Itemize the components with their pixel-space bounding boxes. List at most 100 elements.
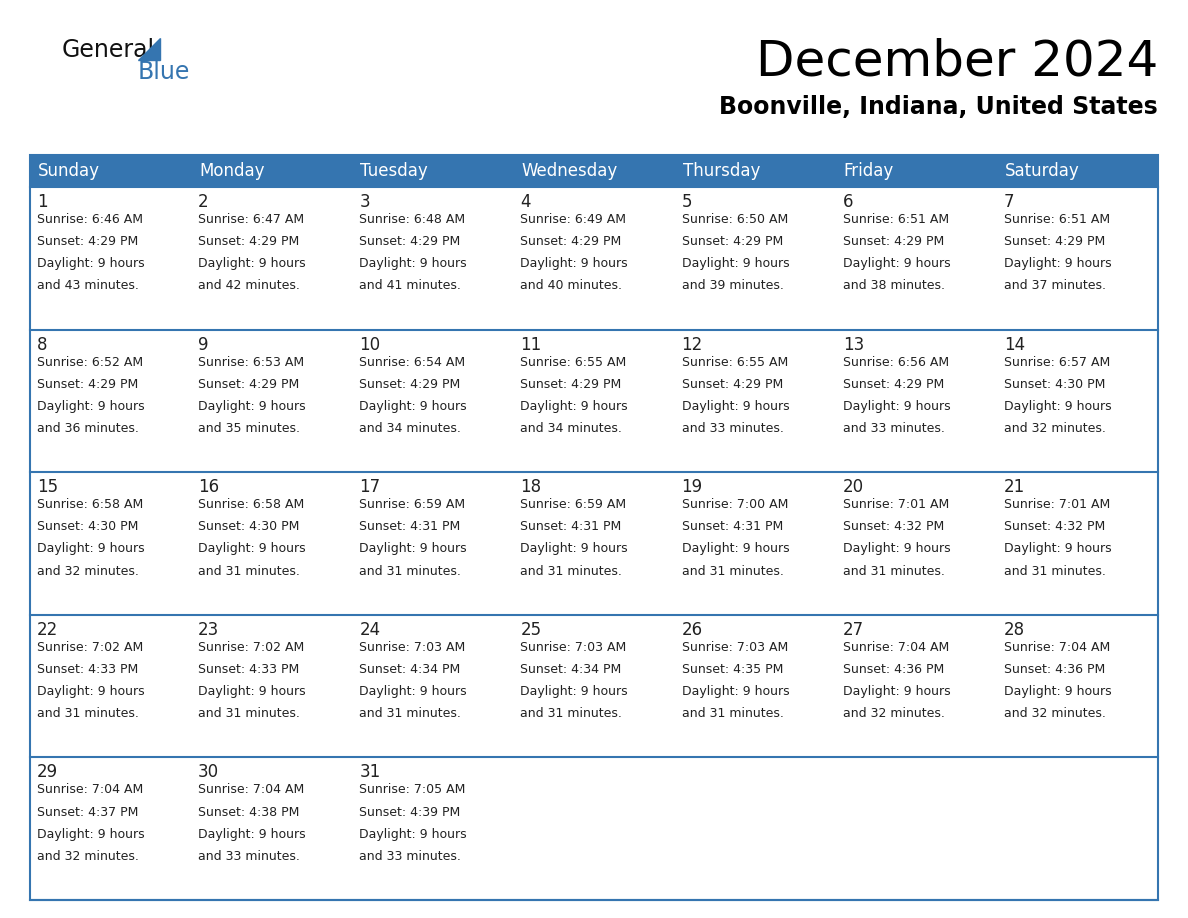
Text: Daylight: 9 hours: Daylight: 9 hours xyxy=(842,257,950,270)
Text: and 42 minutes.: and 42 minutes. xyxy=(198,279,301,292)
Text: Sunset: 4:31 PM: Sunset: 4:31 PM xyxy=(359,521,461,533)
Text: and 41 minutes.: and 41 minutes. xyxy=(359,279,461,292)
Text: and 34 minutes.: and 34 minutes. xyxy=(520,422,623,435)
Text: 23: 23 xyxy=(198,621,220,639)
Text: Sunrise: 7:03 AM: Sunrise: 7:03 AM xyxy=(359,641,466,654)
Bar xyxy=(675,472,835,615)
Text: 17: 17 xyxy=(359,478,380,497)
Bar xyxy=(997,757,1158,900)
Text: Sunset: 4:31 PM: Sunset: 4:31 PM xyxy=(682,521,783,533)
Text: Sunrise: 7:04 AM: Sunrise: 7:04 AM xyxy=(1004,641,1110,654)
Bar xyxy=(675,757,835,900)
Bar xyxy=(30,155,1158,900)
Text: 1: 1 xyxy=(37,193,48,211)
Text: Daylight: 9 hours: Daylight: 9 hours xyxy=(37,828,145,841)
Text: Daylight: 9 hours: Daylight: 9 hours xyxy=(682,257,789,270)
Text: Daylight: 9 hours: Daylight: 9 hours xyxy=(359,543,467,555)
Text: Daylight: 9 hours: Daylight: 9 hours xyxy=(198,543,305,555)
Text: and 40 minutes.: and 40 minutes. xyxy=(520,279,623,292)
Text: 14: 14 xyxy=(1004,336,1025,353)
Text: Sunset: 4:31 PM: Sunset: 4:31 PM xyxy=(520,521,621,533)
Text: Sunset: 4:29 PM: Sunset: 4:29 PM xyxy=(682,377,783,391)
Text: Daylight: 9 hours: Daylight: 9 hours xyxy=(842,543,950,555)
Bar xyxy=(191,330,353,472)
Text: Daylight: 9 hours: Daylight: 9 hours xyxy=(842,400,950,413)
Bar xyxy=(30,330,191,472)
Text: Sunrise: 7:02 AM: Sunrise: 7:02 AM xyxy=(37,641,144,654)
Text: Sunset: 4:37 PM: Sunset: 4:37 PM xyxy=(37,805,138,819)
Text: Sunrise: 6:51 AM: Sunrise: 6:51 AM xyxy=(842,213,949,226)
Text: Sunset: 4:39 PM: Sunset: 4:39 PM xyxy=(359,805,461,819)
Text: and 31 minutes.: and 31 minutes. xyxy=(359,565,461,577)
Text: Daylight: 9 hours: Daylight: 9 hours xyxy=(682,543,789,555)
Text: Sunset: 4:35 PM: Sunset: 4:35 PM xyxy=(682,663,783,676)
Bar xyxy=(30,187,191,330)
Text: and 33 minutes.: and 33 minutes. xyxy=(842,422,944,435)
Text: Tuesday: Tuesday xyxy=(360,162,428,180)
Text: 31: 31 xyxy=(359,764,380,781)
Text: and 31 minutes.: and 31 minutes. xyxy=(520,565,623,577)
Bar xyxy=(191,187,353,330)
Text: and 31 minutes.: and 31 minutes. xyxy=(198,707,301,720)
Text: 3: 3 xyxy=(359,193,369,211)
Text: Daylight: 9 hours: Daylight: 9 hours xyxy=(37,685,145,698)
Text: and 31 minutes.: and 31 minutes. xyxy=(198,565,301,577)
Text: and 33 minutes.: and 33 minutes. xyxy=(359,850,461,863)
Text: December 2024: December 2024 xyxy=(756,38,1158,86)
Text: 7: 7 xyxy=(1004,193,1015,211)
Text: Daylight: 9 hours: Daylight: 9 hours xyxy=(359,257,467,270)
Text: Sunrise: 7:04 AM: Sunrise: 7:04 AM xyxy=(37,783,144,797)
Text: Boonville, Indiana, United States: Boonville, Indiana, United States xyxy=(719,95,1158,119)
Text: Sunrise: 6:47 AM: Sunrise: 6:47 AM xyxy=(198,213,304,226)
Text: 18: 18 xyxy=(520,478,542,497)
Bar xyxy=(513,472,675,615)
Text: Thursday: Thursday xyxy=(683,162,760,180)
Text: 19: 19 xyxy=(682,478,702,497)
Text: Daylight: 9 hours: Daylight: 9 hours xyxy=(359,685,467,698)
Text: Sunrise: 6:49 AM: Sunrise: 6:49 AM xyxy=(520,213,626,226)
Bar xyxy=(30,757,191,900)
Text: Sunrise: 6:55 AM: Sunrise: 6:55 AM xyxy=(520,355,627,369)
Text: Sunset: 4:29 PM: Sunset: 4:29 PM xyxy=(37,377,138,391)
Text: Sunset: 4:32 PM: Sunset: 4:32 PM xyxy=(1004,521,1105,533)
Text: Sunrise: 7:01 AM: Sunrise: 7:01 AM xyxy=(1004,498,1110,511)
Bar xyxy=(997,330,1158,472)
Text: Sunset: 4:33 PM: Sunset: 4:33 PM xyxy=(37,663,138,676)
Text: and 33 minutes.: and 33 minutes. xyxy=(198,850,301,863)
Text: Daylight: 9 hours: Daylight: 9 hours xyxy=(520,400,628,413)
Text: Sunset: 4:30 PM: Sunset: 4:30 PM xyxy=(198,521,299,533)
Bar xyxy=(675,187,835,330)
Text: Daylight: 9 hours: Daylight: 9 hours xyxy=(37,543,145,555)
Text: Daylight: 9 hours: Daylight: 9 hours xyxy=(198,257,305,270)
Text: Daylight: 9 hours: Daylight: 9 hours xyxy=(359,400,467,413)
Text: and 39 minutes.: and 39 minutes. xyxy=(682,279,783,292)
Text: General: General xyxy=(62,38,156,62)
Text: 10: 10 xyxy=(359,336,380,353)
Bar xyxy=(353,187,513,330)
Bar xyxy=(191,757,353,900)
Bar xyxy=(30,472,191,615)
Text: Daylight: 9 hours: Daylight: 9 hours xyxy=(198,685,305,698)
Text: Sunrise: 6:46 AM: Sunrise: 6:46 AM xyxy=(37,213,143,226)
Text: Sunrise: 7:04 AM: Sunrise: 7:04 AM xyxy=(198,783,304,797)
Text: Daylight: 9 hours: Daylight: 9 hours xyxy=(37,257,145,270)
Polygon shape xyxy=(138,38,160,60)
Text: Daylight: 9 hours: Daylight: 9 hours xyxy=(842,685,950,698)
Text: 2: 2 xyxy=(198,193,209,211)
Text: Sunrise: 7:03 AM: Sunrise: 7:03 AM xyxy=(520,641,627,654)
Bar xyxy=(513,330,675,472)
Text: Sunset: 4:29 PM: Sunset: 4:29 PM xyxy=(198,235,299,248)
Text: 5: 5 xyxy=(682,193,693,211)
Text: 27: 27 xyxy=(842,621,864,639)
Text: and 32 minutes.: and 32 minutes. xyxy=(1004,422,1106,435)
Text: Sunset: 4:36 PM: Sunset: 4:36 PM xyxy=(842,663,944,676)
Text: Sunrise: 6:52 AM: Sunrise: 6:52 AM xyxy=(37,355,143,369)
Text: Daylight: 9 hours: Daylight: 9 hours xyxy=(1004,685,1112,698)
Text: Daylight: 9 hours: Daylight: 9 hours xyxy=(1004,543,1112,555)
Text: and 34 minutes.: and 34 minutes. xyxy=(359,422,461,435)
Bar xyxy=(835,187,997,330)
Text: and 38 minutes.: and 38 minutes. xyxy=(842,279,944,292)
Text: 28: 28 xyxy=(1004,621,1025,639)
Bar xyxy=(191,615,353,757)
Text: Daylight: 9 hours: Daylight: 9 hours xyxy=(520,685,628,698)
